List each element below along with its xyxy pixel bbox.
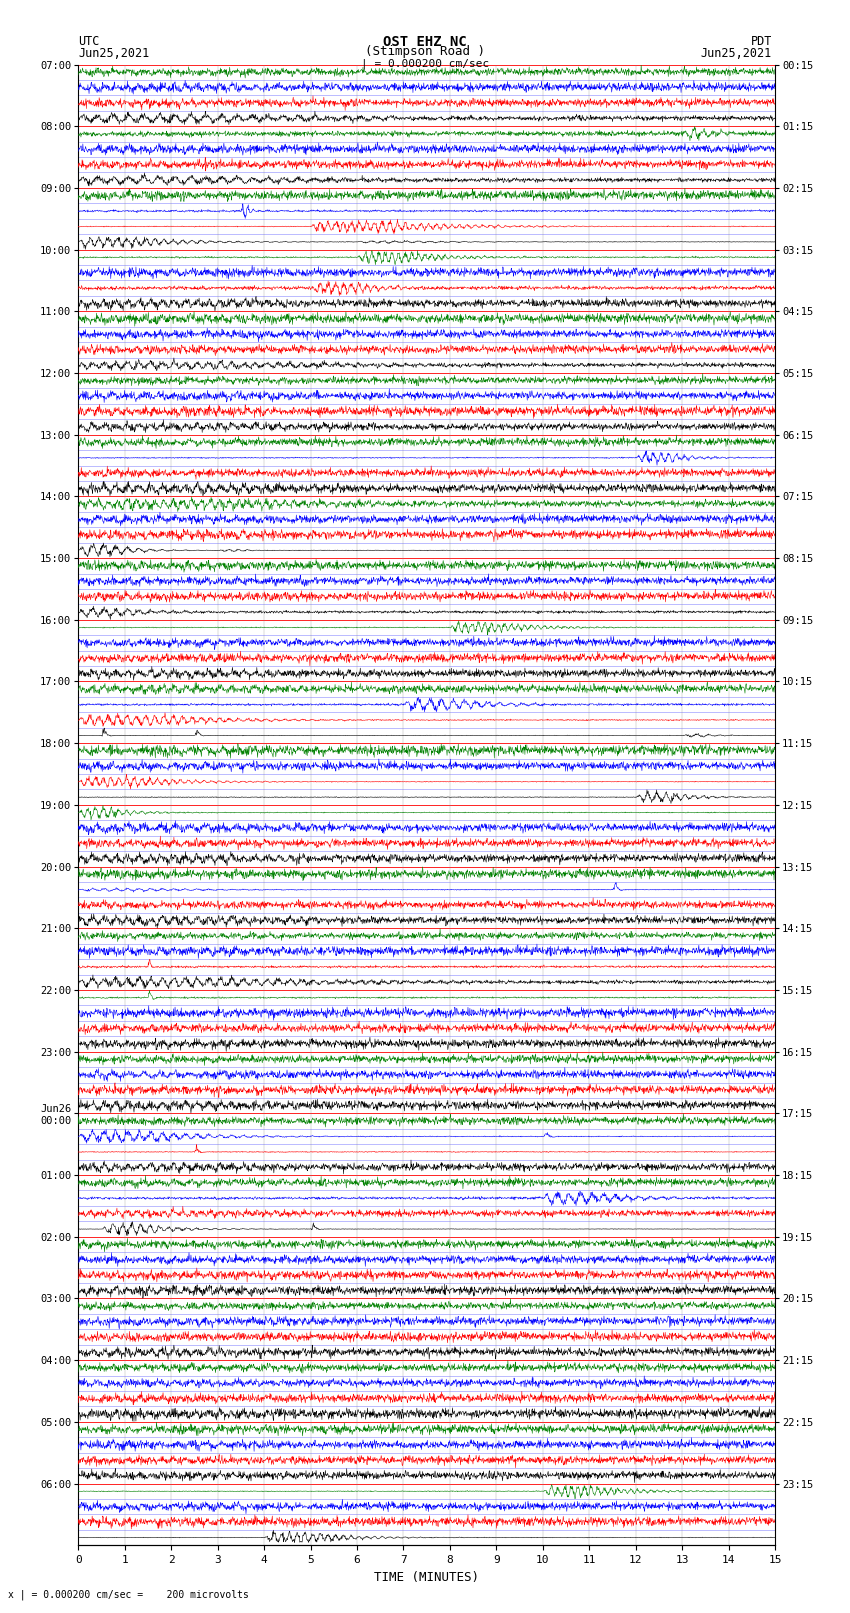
Text: | = 0.000200 cm/sec: | = 0.000200 cm/sec bbox=[361, 58, 489, 69]
Text: Jun25,2021: Jun25,2021 bbox=[78, 47, 150, 60]
Text: x | = 0.000200 cm/sec =    200 microvolts: x | = 0.000200 cm/sec = 200 microvolts bbox=[8, 1589, 249, 1600]
Text: UTC: UTC bbox=[78, 35, 99, 48]
Text: OST EHZ NC: OST EHZ NC bbox=[383, 35, 467, 50]
Text: PDT: PDT bbox=[751, 35, 772, 48]
Text: (Stimpson Road ): (Stimpson Road ) bbox=[365, 45, 485, 58]
X-axis label: TIME (MINUTES): TIME (MINUTES) bbox=[374, 1571, 479, 1584]
Text: Jun25,2021: Jun25,2021 bbox=[700, 47, 772, 60]
